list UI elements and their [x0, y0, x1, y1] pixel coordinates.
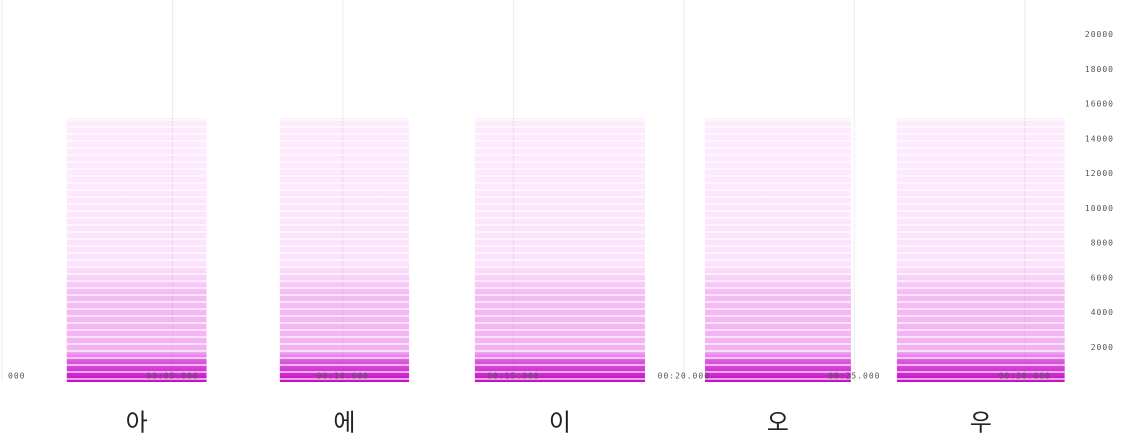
x-tick-label: 00:30.000 [999, 372, 1051, 381]
chart: 2000 4000 6000 8000 10000 12000 14000 16000 1800… [0, 0, 1121, 440]
y-tick-label: 20000 [1085, 30, 1114, 39]
x-tick-label: 00:15.000 [487, 372, 539, 381]
y-tick-label: 18000 [1085, 65, 1114, 74]
vowel-label: 우 [970, 409, 992, 437]
segment-texture [67, 118, 207, 382]
x-tick-label: 00:10.000 [317, 372, 369, 381]
segment-texture [475, 118, 645, 382]
segment-texture [280, 118, 409, 382]
vowel-label: 이 [549, 409, 571, 437]
x-tick-label: 00:20.000 [658, 372, 710, 381]
y-tick-label: 2000 [1091, 343, 1114, 352]
y-tick-label: 12000 [1085, 169, 1114, 178]
segment-texture [705, 118, 851, 382]
vowel-label: 에 [333, 409, 355, 437]
y-tick-label: 16000 [1085, 100, 1114, 109]
y-tick-label: 8000 [1091, 239, 1114, 248]
spectrogram [67, 118, 1065, 382]
segment-texture [897, 118, 1065, 382]
x-tick-label: 000 [8, 372, 25, 381]
y-tick-label: 10000 [1085, 204, 1114, 213]
y-tick-label: 14000 [1085, 134, 1114, 143]
x-tick-label: 00:05.000 [146, 372, 198, 381]
y-tick-label: 4000 [1091, 308, 1114, 317]
vowel-label: 오 [767, 409, 789, 437]
vowel-label: 아 [126, 409, 148, 437]
y-tick-label: 6000 [1091, 273, 1114, 282]
x-tick-label: 00:25.000 [828, 372, 880, 381]
